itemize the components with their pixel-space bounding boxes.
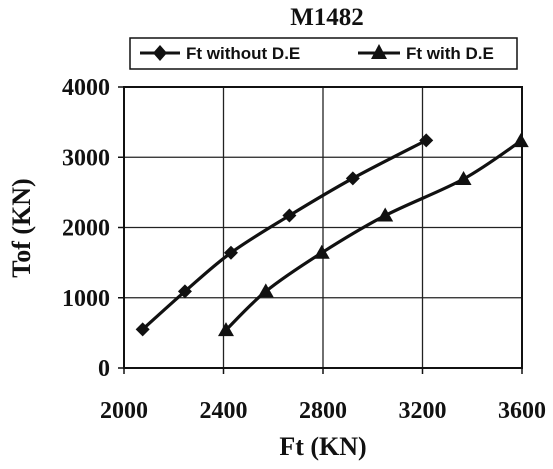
y-axis-label: Tof (KN) [7,178,36,277]
x-axis-label: Ft (KN) [279,432,366,461]
legend-diamond-marker [153,45,167,61]
legend-box [129,37,518,70]
diamond-point [223,245,238,260]
diamond-point [177,284,192,299]
triangle-point [455,171,472,186]
legend-triangle-marker [371,44,387,59]
diamond-point [419,133,434,148]
diamond-point [282,208,297,223]
legend: Ft without D.E Ft with D.E [129,37,518,70]
x-tick-label: 3200 [399,398,447,424]
triangle-point [313,244,330,259]
triangle-point [217,322,234,337]
x-axis-ticks: 2000 2400 2800 3200 3600 [100,368,546,424]
y-tick-label: 1000 [62,286,110,312]
series [135,133,529,337]
legend-label-without-de: Ft without D.E [186,44,300,63]
y-tick-label: 0 [98,356,110,382]
series-line-without-de [141,138,428,331]
x-tick-label: 2400 [200,398,248,424]
y-tick-label: 2000 [62,216,110,242]
chart-title: M1482 [290,4,364,31]
y-tick-label: 3000 [62,145,110,171]
legend-label-with-de: Ft with D.E [406,44,494,63]
triangle-point [377,207,394,222]
diamond-point [345,171,360,186]
y-tick-label: 4000 [62,75,110,101]
triangle-point [257,283,274,298]
diamond-point [135,322,150,337]
x-tick-label: 2800 [299,398,347,424]
x-tick-label: 3600 [498,398,546,424]
triangle-point [512,133,529,148]
series-line-with-de [224,139,523,332]
y-axis-ticks: 0 1000 2000 3000 4000 [62,75,124,382]
grid [124,87,522,368]
x-tick-label: 2000 [100,398,148,424]
